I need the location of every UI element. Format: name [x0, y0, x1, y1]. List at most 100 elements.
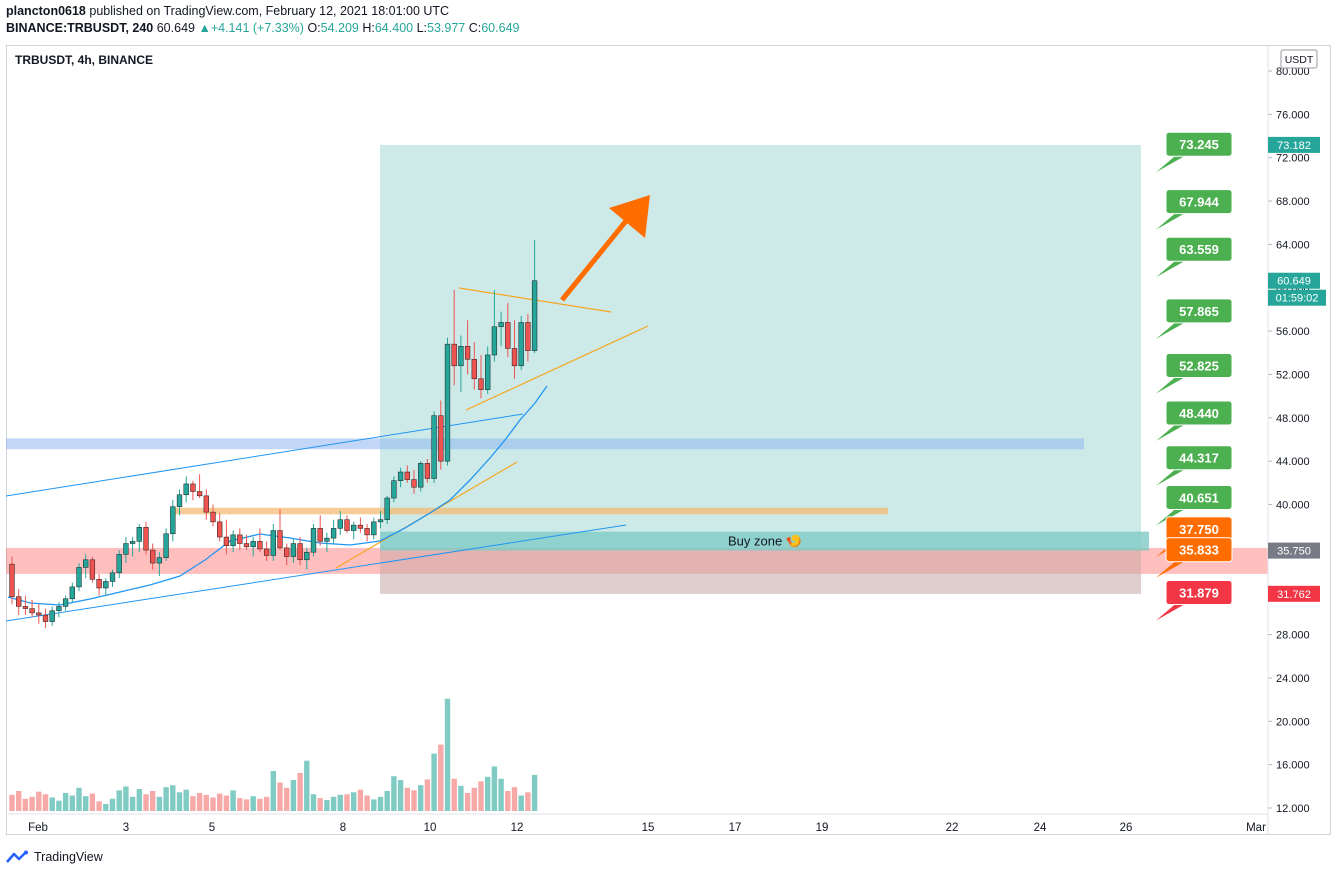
- volume-bar: [69, 795, 75, 811]
- ohlc-close: 60.649: [481, 21, 520, 35]
- author[interactable]: plancton0618: [6, 4, 86, 18]
- volume-bar: [83, 796, 89, 811]
- footer-brand[interactable]: TradingView: [34, 850, 103, 864]
- candle-body: [464, 346, 471, 360]
- volume-bar: [384, 791, 390, 811]
- candle-body: [404, 471, 410, 480]
- volume-bar: [250, 796, 256, 811]
- countdown-label: 01:59:02: [1276, 293, 1319, 305]
- candle-body: [270, 530, 276, 556]
- volume-bar: [123, 786, 129, 811]
- footer: TradingView: [6, 850, 103, 864]
- volume-bar: [49, 797, 55, 811]
- candle-body: [176, 494, 183, 507]
- volume-bar: [317, 798, 323, 811]
- volume-bar: [371, 799, 377, 811]
- arrow-shaft: [560, 219, 628, 302]
- volume-bar: [136, 789, 142, 811]
- ohlc-close-label: C:: [468, 21, 482, 35]
- tradingview-logo-icon: [6, 850, 28, 863]
- y-tick-label: 48.000: [1276, 413, 1310, 425]
- target-callout: [1165, 236, 1233, 262]
- volume-bar: [237, 798, 243, 811]
- candle-body: [237, 534, 243, 544]
- volume-bar: [217, 793, 223, 811]
- candle-body: [16, 596, 22, 607]
- target-label: 73.245: [1179, 137, 1219, 152]
- candle-body: [424, 463, 431, 479]
- volume-bar: [310, 794, 317, 811]
- x-tick-label: Feb: [28, 822, 48, 834]
- volume-bar: [485, 776, 491, 811]
- volume-bar: [525, 792, 531, 811]
- volume-bar: [337, 794, 343, 811]
- target-label: 44.317: [1179, 451, 1219, 466]
- candle-body: [518, 322, 524, 367]
- candle-body: [397, 471, 404, 481]
- volume-bar: [223, 795, 230, 811]
- candle-body: [505, 322, 511, 349]
- support-zone: [6, 547, 1268, 574]
- y-tick-label: 80.000: [1276, 66, 1310, 78]
- candle-body: [431, 415, 437, 479]
- y-tick-label: 56.000: [1276, 326, 1310, 338]
- candle-body: [351, 524, 357, 531]
- price-tag-label: 73.182: [1277, 140, 1311, 152]
- candle-body: [183, 483, 189, 496]
- candle-body: [143, 527, 149, 551]
- volume-bar: [36, 791, 42, 811]
- target-label: 63.559: [1179, 242, 1219, 257]
- currency-box[interactable]: [1280, 49, 1318, 69]
- candle-body: [42, 614, 49, 622]
- candle-body: [438, 415, 444, 462]
- volume-bar: [511, 787, 518, 811]
- candle-body: [525, 322, 531, 351]
- candle-body: [377, 519, 384, 523]
- candle-body: [324, 537, 330, 542]
- x-tick-label: 10: [424, 822, 437, 834]
- last-price: 60.649: [156, 21, 195, 35]
- volume-bar: [404, 787, 410, 811]
- x-tick-label: Mar: [1246, 822, 1266, 834]
- y-tick-label: 12.000: [1276, 803, 1310, 815]
- countdown-tag: [1268, 289, 1326, 306]
- volume-bar: [190, 796, 196, 811]
- candle-body: [36, 612, 42, 616]
- x-tick-label: 19: [816, 822, 829, 834]
- target-pointer: [1156, 560, 1186, 578]
- volume-bar: [56, 800, 62, 811]
- candle-body: [109, 572, 116, 582]
- x-tick-label: 17: [729, 822, 742, 834]
- volume-bar: [96, 801, 102, 811]
- candle-body: [190, 483, 196, 492]
- candle-body: [257, 541, 263, 550]
- volume-bar: [478, 781, 484, 811]
- volume-bar: [89, 793, 96, 811]
- volume-bar: [29, 796, 35, 811]
- volume-bar: [505, 791, 511, 811]
- candle-body: [384, 497, 390, 520]
- volume-bar: [411, 790, 417, 811]
- channel-lower-line: [5, 524, 627, 622]
- y-tick-label: 28.000: [1276, 630, 1310, 642]
- x-tick-label: 15: [642, 822, 655, 834]
- volume-bar: [431, 753, 437, 811]
- target-pointer: [1156, 260, 1186, 278]
- price-change: +4.141 (+7.33%): [210, 21, 304, 35]
- volume-bar: [156, 796, 163, 811]
- target-pointer: [1156, 155, 1186, 173]
- volume-bar: [62, 792, 69, 811]
- candle-body: [364, 528, 370, 536]
- candle-body: [458, 346, 464, 367]
- candle-body: [116, 554, 122, 574]
- ohlc-high: 64.400: [374, 21, 414, 35]
- volume-bar: [498, 778, 504, 811]
- ohlc-low-label: L:: [416, 21, 428, 35]
- volume-bar: [277, 782, 283, 811]
- candle-body: [163, 533, 169, 558]
- volume-bar: [424, 779, 431, 811]
- target-label: 67.944: [1179, 195, 1220, 210]
- price-tag-label: 60.649: [1277, 276, 1311, 288]
- candle-body: [297, 543, 303, 561]
